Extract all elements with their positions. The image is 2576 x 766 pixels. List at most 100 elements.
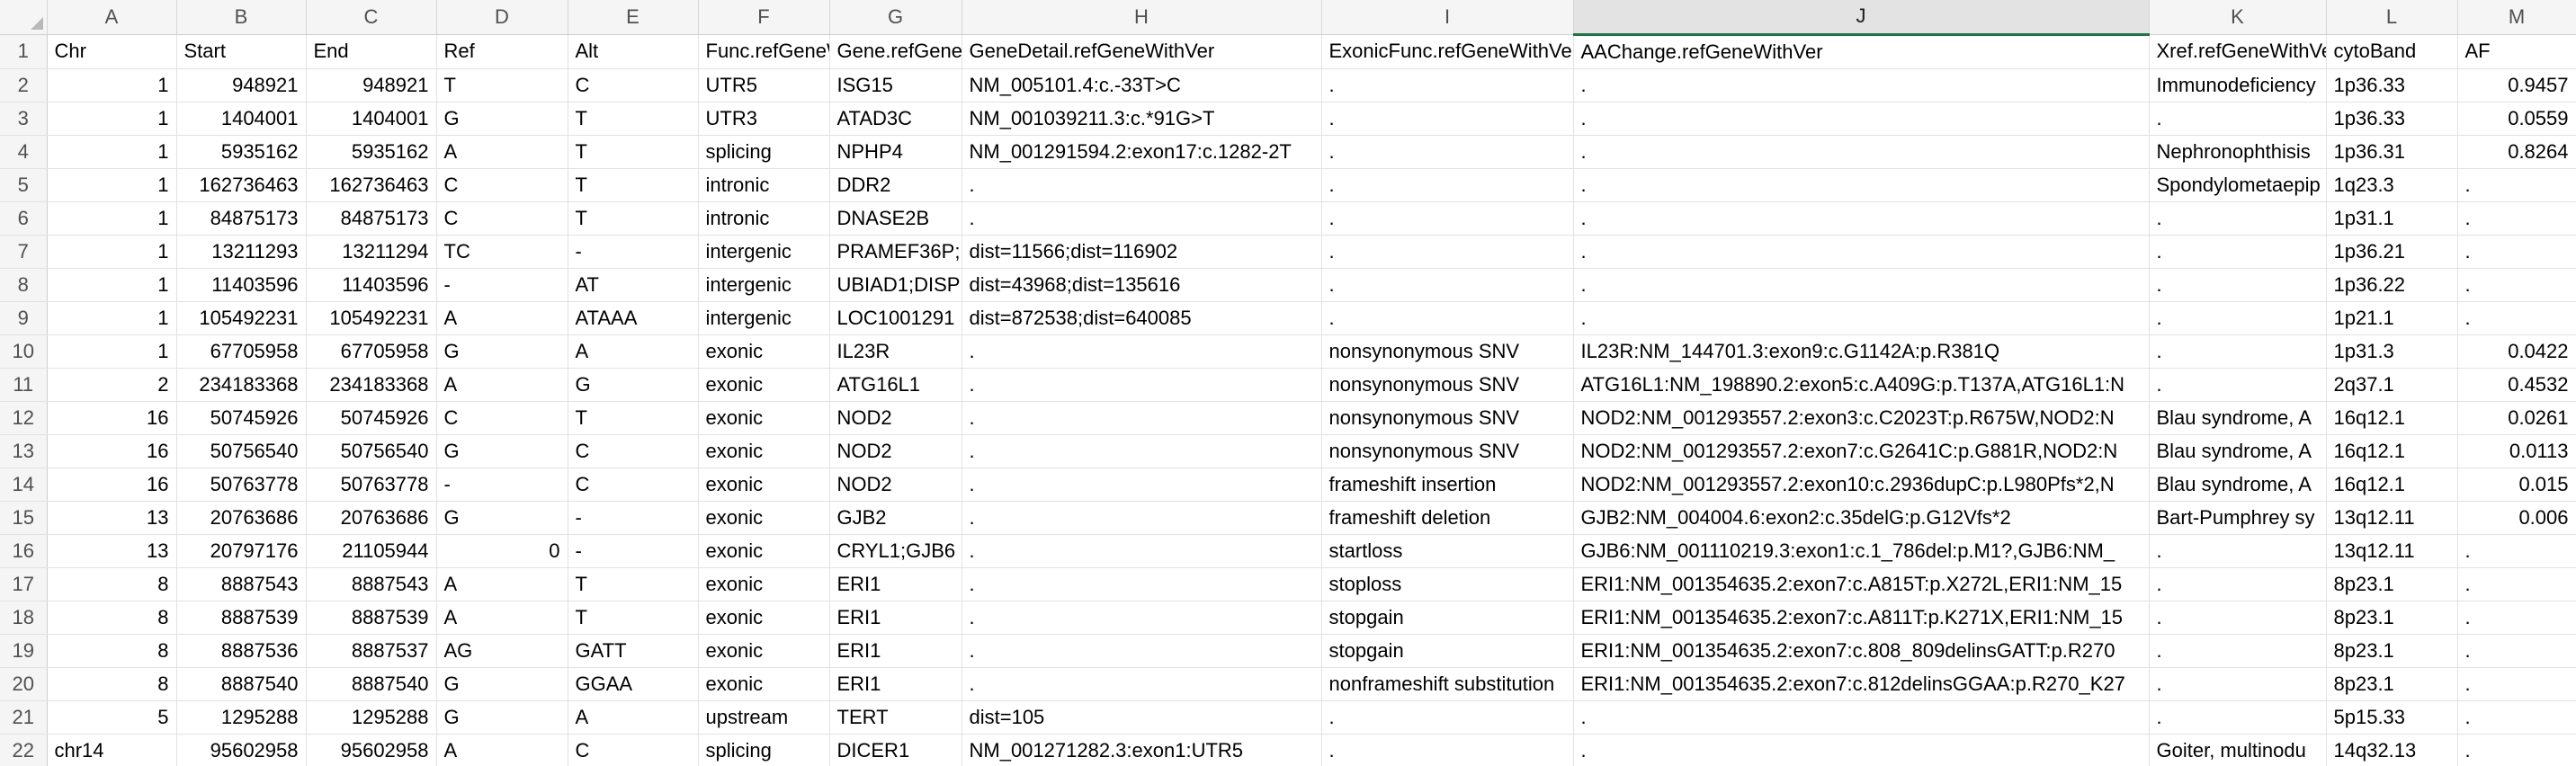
cell[interactable]: .: [1573, 235, 2150, 269]
row-header[interactable]: 8: [0, 268, 48, 302]
cell[interactable]: .: [2457, 534, 2576, 568]
cell[interactable]: dist=105: [962, 700, 1322, 735]
cell[interactable]: C: [436, 201, 568, 236]
cell[interactable]: .: [1321, 734, 1574, 766]
column-header-k[interactable]: K: [2149, 0, 2327, 35]
cell[interactable]: 20763686: [176, 501, 307, 535]
cell[interactable]: A: [568, 334, 699, 369]
cell[interactable]: 1p36.33: [2326, 68, 2458, 102]
cell[interactable]: 234183368: [176, 368, 307, 402]
cell[interactable]: 8: [47, 634, 177, 668]
cell[interactable]: 8887537: [306, 634, 437, 668]
cell[interactable]: .: [1573, 734, 2150, 766]
cell[interactable]: Func.refGeneWithVer: [698, 34, 830, 69]
cell[interactable]: 1p21.1: [2326, 301, 2458, 335]
column-header-d[interactable]: D: [436, 0, 568, 35]
cell[interactable]: Xref.refGeneWithVer: [2149, 34, 2327, 69]
cell[interactable]: exonic: [698, 534, 830, 568]
cell[interactable]: G: [436, 501, 568, 535]
cell[interactable]: upstream: [698, 700, 830, 735]
cell[interactable]: 0.0422: [2457, 334, 2576, 369]
cell[interactable]: chr14: [47, 734, 177, 766]
cell[interactable]: 1: [47, 235, 177, 269]
cell[interactable]: .: [2149, 700, 2327, 735]
cell[interactable]: AF: [2457, 34, 2576, 69]
cell[interactable]: exonic: [698, 434, 830, 468]
cell[interactable]: 50763778: [306, 468, 437, 502]
cell[interactable]: 67705958: [176, 334, 307, 369]
cell[interactable]: PRAMEF36P;: [829, 235, 962, 269]
cell[interactable]: .: [1573, 201, 2150, 236]
cell[interactable]: .: [2149, 667, 2327, 701]
row-header[interactable]: 19: [0, 634, 48, 668]
cell[interactable]: 8: [47, 567, 177, 601]
cell[interactable]: G: [436, 102, 568, 136]
cell[interactable]: GGAA: [568, 667, 699, 701]
cell[interactable]: Goiter, multinodu: [2149, 734, 2327, 766]
cell[interactable]: ERI1:NM_001354635.2:exon7:c.808_809delin…: [1573, 634, 2150, 668]
cell[interactable]: 11403596: [176, 268, 307, 302]
row-header[interactable]: 5: [0, 168, 48, 202]
cell[interactable]: UTR3: [698, 102, 830, 136]
cell[interactable]: -: [568, 501, 699, 535]
cell[interactable]: 1: [47, 68, 177, 102]
cell[interactable]: AT: [568, 268, 699, 302]
cell[interactable]: ERI1: [829, 567, 962, 601]
cell[interactable]: intergenic: [698, 301, 830, 335]
cell[interactable]: nonsynonymous SNV: [1321, 334, 1574, 369]
cell[interactable]: nonsynonymous SNV: [1321, 434, 1574, 468]
column-header-j[interactable]: J: [1573, 0, 2150, 36]
cell[interactable]: 11403596: [306, 268, 437, 302]
cell[interactable]: 2: [47, 368, 177, 402]
cell[interactable]: 1: [47, 102, 177, 136]
row-header[interactable]: 9: [0, 301, 48, 335]
cell[interactable]: 1404001: [176, 102, 307, 136]
cell[interactable]: -: [568, 235, 699, 269]
cell[interactable]: splicing: [698, 734, 830, 766]
cell[interactable]: 0.8264: [2457, 135, 2576, 169]
cell[interactable]: intronic: [698, 201, 830, 236]
cell[interactable]: 1: [47, 168, 177, 202]
cell[interactable]: LOC1001291: [829, 301, 962, 335]
cell[interactable]: .: [1321, 235, 1574, 269]
cell[interactable]: .: [962, 534, 1322, 568]
cell[interactable]: .: [2149, 334, 2327, 369]
row-header[interactable]: 13: [0, 434, 48, 468]
cell[interactable]: exonic: [698, 634, 830, 668]
cell[interactable]: 948921: [306, 68, 437, 102]
cell[interactable]: 50745926: [176, 401, 307, 435]
column-header-m[interactable]: M: [2457, 0, 2576, 35]
cell[interactable]: 16q12.1: [2326, 401, 2458, 435]
cell[interactable]: .: [2149, 634, 2327, 668]
cell[interactable]: .: [962, 168, 1322, 202]
cell[interactable]: .: [2457, 168, 2576, 202]
cell[interactable]: G: [436, 667, 568, 701]
cell[interactable]: intronic: [698, 168, 830, 202]
cell[interactable]: 1p36.22: [2326, 268, 2458, 302]
cell[interactable]: ATAAA: [568, 301, 699, 335]
cell[interactable]: .: [962, 401, 1322, 435]
cell[interactable]: 1p36.31: [2326, 135, 2458, 169]
cell[interactable]: GJB6:NM_001110219.3:exon1:c.1_786del:p.M…: [1573, 534, 2150, 568]
cell[interactable]: Chr: [47, 34, 177, 69]
cell[interactable]: NOD2: [829, 401, 962, 435]
cell[interactable]: .: [962, 601, 1322, 635]
cell[interactable]: .: [2457, 700, 2576, 735]
row-header[interactable]: 12: [0, 401, 48, 435]
cell[interactable]: cytoBand: [2326, 34, 2458, 69]
cell[interactable]: frameshift deletion: [1321, 501, 1574, 535]
cell[interactable]: GJB2: [829, 501, 962, 535]
cell[interactable]: NOD2:NM_001293557.2:exon3:c.C2023T:p.R67…: [1573, 401, 2150, 435]
cell[interactable]: 1p31.1: [2326, 201, 2458, 236]
cell[interactable]: .: [2457, 601, 2576, 635]
cell[interactable]: 95602958: [306, 734, 437, 766]
cell[interactable]: UTR5: [698, 68, 830, 102]
cell[interactable]: .: [1573, 135, 2150, 169]
cell[interactable]: Blau syndrome, A: [2149, 434, 2327, 468]
cell[interactable]: G: [436, 700, 568, 735]
cell[interactable]: 0.015: [2457, 468, 2576, 502]
cell[interactable]: 20797176: [176, 534, 307, 568]
cell[interactable]: Blau syndrome, A: [2149, 401, 2327, 435]
cell[interactable]: C: [568, 468, 699, 502]
